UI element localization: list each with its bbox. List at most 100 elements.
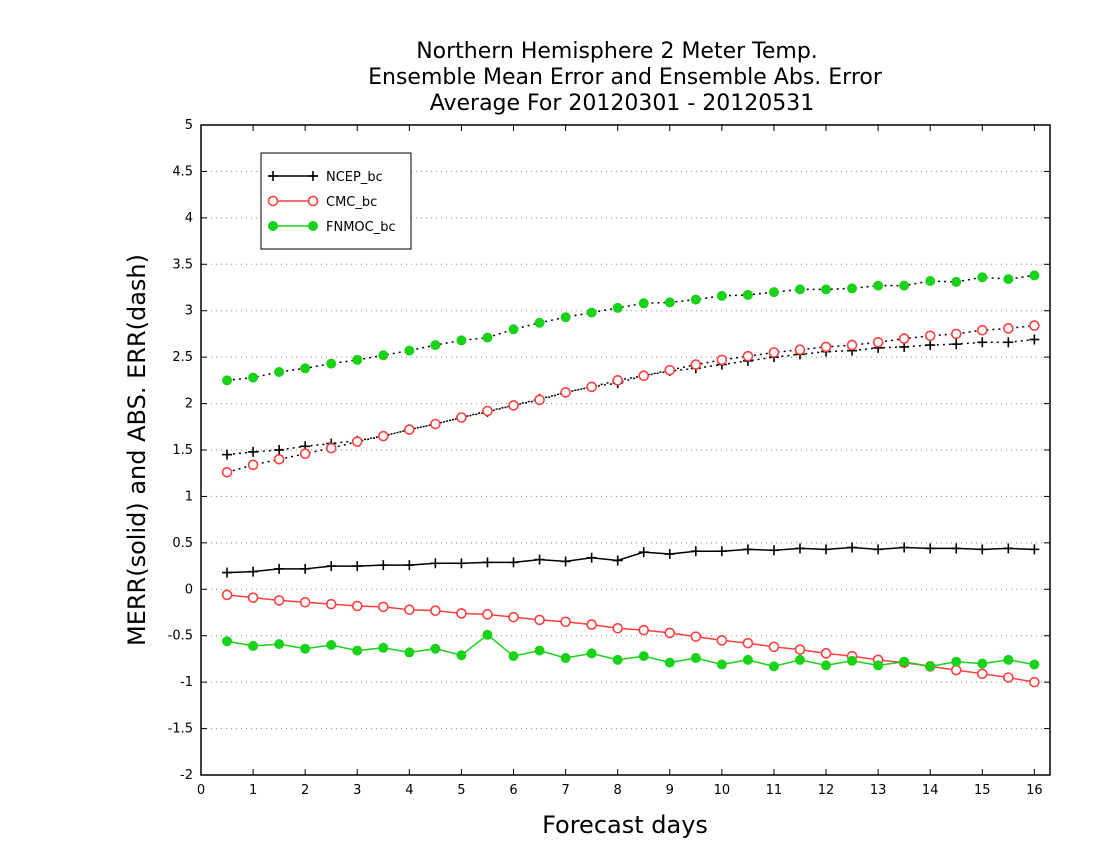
cmc-bc-mean-error-point: [560, 616, 571, 628]
legend-label: FNMOC_bc: [326, 220, 396, 235]
ncep-bc-mean-error-point: [248, 566, 259, 577]
series-layer: [221, 270, 1040, 688]
ncep-bc-mean-error-point: [300, 563, 311, 574]
x-tick-label: 8: [614, 783, 622, 798]
cmc-bc-mean-error-point: [742, 637, 754, 649]
fnmoc-bc-abs-error-point: [690, 294, 701, 305]
ncep-bc-mean-error-point: [977, 544, 988, 555]
x-tick-label: 15: [974, 783, 991, 798]
fnmoc-bc-mean-error-point: [404, 647, 415, 658]
fnmoc-bc-mean-error-point: [794, 654, 805, 665]
fnmoc-bc-mean-error-point: [274, 639, 285, 650]
fnmoc-bc-abs-error-point: [899, 280, 910, 291]
cmc-bc-mean-error-point: [794, 644, 806, 655]
fnmoc-bc-mean-error-point: [508, 651, 519, 662]
x-tick-label: 13: [870, 783, 887, 798]
ncep-bc-abs-error-point: [274, 445, 285, 455]
fnmoc-bc-mean-error-point: [873, 660, 884, 671]
fnmoc-bc-abs-error-point: [482, 332, 493, 343]
ncep-bc-mean-error-point: [794, 543, 805, 554]
cmc-bc-mean-error-point: [299, 596, 311, 608]
ncep-bc-mean-error-point: [742, 544, 753, 555]
fnmoc-bc-abs-error-point: [352, 354, 363, 365]
fnmoc-bc-abs-error-point: [638, 298, 649, 309]
fnmoc-bc-abs-error-point: [821, 284, 832, 295]
cmc-bc-abs-error-point: [638, 370, 650, 382]
ncep-bc-mean-error-point: [925, 543, 936, 554]
fnmoc-bc-mean-error-point: [690, 653, 701, 663]
x-tick-label: 14: [922, 783, 939, 798]
fnmoc-bc-mean-error-point: [847, 655, 858, 666]
x-tick-label: 2: [301, 783, 309, 798]
ncep-bc-mean-error-point: [716, 546, 727, 557]
fnmoc-bc-abs-error-point: [222, 375, 233, 386]
legend-marker: [308, 171, 318, 181]
fnmoc-bc-abs-error-point: [560, 312, 571, 323]
cmc-bc-mean-error-point: [1003, 672, 1014, 683]
cmc-bc-abs-error-point: [325, 442, 337, 454]
x-tick-label: 9: [666, 783, 674, 798]
y-tick-label: 3: [185, 304, 193, 319]
cmc-bc-abs-error-point: [534, 394, 545, 406]
ncep-bc-abs-error-point: [925, 340, 936, 351]
cmc-bc-abs-error-point: [924, 330, 936, 342]
ncep-bc-mean-error-point: [899, 542, 910, 553]
ncep-bc-mean-error-point: [456, 558, 467, 569]
cmc-bc-mean-error-point: [976, 668, 988, 680]
fnmoc-bc-mean-error-point: [534, 645, 545, 656]
cmc-bc-mean-error-point: [508, 611, 519, 623]
legend-entries: NCEP_bc CMC_bc FNMOC_bc: [267, 170, 396, 235]
title-line-2: Ensemble Mean Error and Ensemble Abs. Er…: [368, 65, 883, 90]
cmc-bc-abs-error-point: [976, 324, 988, 336]
legend: NCEP_bc CMC_bc FNMOC_bc: [260, 152, 412, 250]
cmc-bc-mean-error-point: [768, 641, 780, 653]
fnmoc-bc-abs-error-point: [508, 324, 519, 335]
y-tick-label: -0.5: [168, 629, 193, 644]
fnmoc-bc-abs-error-point: [456, 335, 467, 346]
y-tick-label: -1.5: [168, 722, 193, 737]
fnmoc-bc-abs-error-point: [300, 363, 311, 374]
ncep-bc-mean-error-point: [560, 556, 571, 567]
fnmoc-bc-mean-error-point: [951, 656, 962, 667]
fnmoc-bc-mean-error-point: [1003, 654, 1014, 665]
fnmoc-bc-abs-error-point: [794, 284, 805, 295]
cmc-bc-mean-error-point: [586, 619, 597, 630]
cmc-bc-mean-error-point: [247, 592, 259, 603]
cmc-bc-mean-error-point: [456, 608, 467, 619]
ncep-bc-mean-error-point: [222, 567, 233, 578]
cmc-bc-abs-error-point: [794, 344, 806, 356]
legend-marker: [268, 171, 278, 181]
fnmoc-bc-mean-error-point: [716, 659, 727, 670]
x-tick-label: 3: [353, 783, 361, 798]
cmc-bc-abs-error-point: [664, 364, 676, 376]
cmc-bc-mean-error-point: [534, 614, 545, 626]
fnmoc-bc-abs-error-point: [768, 287, 779, 298]
ncep-bc-abs-error-point: [1003, 337, 1014, 348]
fnmoc-bc-abs-error-point: [951, 276, 962, 287]
y-tick-label: 1.5: [172, 443, 193, 458]
ncep-bc-mean-error-point: [482, 557, 493, 568]
cmc-bc-abs-error-point: [872, 336, 884, 348]
cmc-bc-abs-error-line: [226, 324, 1035, 474]
cmc-bc-abs-error-point: [1029, 320, 1040, 331]
x-tick-label: 11: [766, 783, 783, 798]
ncep-bc-mean-error-point: [847, 542, 858, 553]
fnmoc-bc-abs-error-point: [742, 289, 753, 300]
ncep-bc-mean-error-point: [378, 560, 389, 571]
title-line-1: Northern Hemisphere 2 Meter Temp.: [416, 39, 818, 64]
fnmoc-bc-mean-error-point: [899, 656, 910, 667]
ncep-bc-mean-error-point: [352, 561, 363, 572]
cmc-bc-abs-error-point: [351, 436, 363, 447]
cmc-bc-mean-error-point: [325, 598, 337, 610]
cmc-bc-abs-error-point: [508, 400, 519, 411]
x-tick-label: 7: [561, 783, 569, 798]
fnmoc-bc-abs-error-point: [716, 290, 727, 301]
y-tick-label: 0: [185, 582, 193, 597]
ncep-bc-mean-error-point: [1003, 543, 1014, 554]
cmc-bc-abs-error-point: [950, 328, 962, 340]
fnmoc-bc-abs-error-point: [274, 367, 285, 377]
cmc-bc-mean-error-point: [221, 589, 233, 601]
fnmoc-bc-abs-error-point: [847, 283, 858, 294]
fnmoc-bc-mean-error-line: [226, 633, 1035, 668]
fnmoc-bc-abs-error-point: [326, 358, 337, 369]
